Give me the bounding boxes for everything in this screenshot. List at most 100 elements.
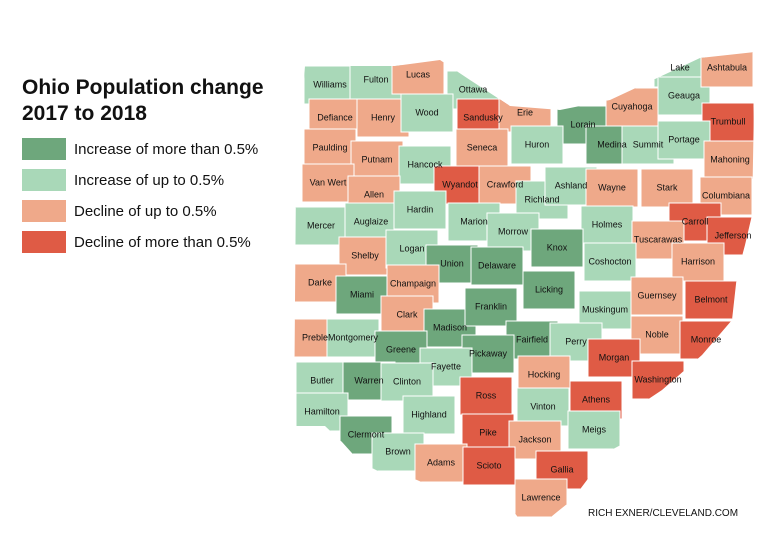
county-label: Lucas <box>406 69 431 79</box>
county-label: Licking <box>535 284 563 294</box>
county <box>380 362 434 402</box>
county-label: Clark <box>396 309 418 319</box>
county <box>303 65 357 105</box>
county-label: Clermont <box>348 429 385 439</box>
county <box>462 446 516 486</box>
county-label: Auglaize <box>354 216 389 226</box>
county-label: Morrow <box>498 226 529 236</box>
county-label: Erie <box>517 107 533 117</box>
county-label: Van Wert <box>310 177 347 187</box>
county <box>301 163 355 203</box>
county-label: Madison <box>433 322 467 332</box>
county-label: Logan <box>399 243 424 253</box>
county-label: Fairfield <box>516 334 548 344</box>
county-label: Hancock <box>407 159 443 169</box>
county-label: Adams <box>427 457 456 467</box>
county-label: Union <box>440 258 464 268</box>
county-label: Athens <box>582 394 611 404</box>
county-label: Williams <box>313 79 347 89</box>
county-label: Crawford <box>487 179 524 189</box>
county <box>455 128 509 168</box>
county-label: Paulding <box>312 142 347 152</box>
county-label: Putnam <box>361 154 392 164</box>
county-label: Miami <box>350 289 374 299</box>
county-label: Summit <box>633 139 664 149</box>
county-label: Wayne <box>598 182 626 192</box>
county-label: Coshocton <box>588 256 631 266</box>
county-label: Wyandot <box>442 179 478 189</box>
legend-label: Increase of more than 0.5% <box>74 141 258 158</box>
county-label: Monroe <box>691 334 722 344</box>
county <box>294 206 348 246</box>
county-label: Greene <box>386 344 416 354</box>
county-label: Pike <box>479 427 497 437</box>
county-label: Holmes <box>592 219 623 229</box>
title-line: Ohio Population change <box>22 76 264 99</box>
county <box>486 212 540 252</box>
county-label: Medina <box>597 139 627 149</box>
county-label: Ottawa <box>459 84 488 94</box>
title-line: 2017 to 2018 <box>22 102 147 125</box>
county-labels: Williams Fulton Lucas Ottawa Sandusky Erie Lor… <box>302 62 751 502</box>
county-label: Ashtabula <box>707 62 747 72</box>
county <box>700 52 754 88</box>
county-label: Clinton <box>393 376 421 386</box>
county-label: Wood <box>415 107 438 117</box>
county-label: Washington <box>634 374 681 384</box>
county <box>510 125 564 165</box>
county <box>402 395 456 435</box>
county <box>400 93 454 133</box>
county <box>640 168 694 208</box>
county-label: Muskingum <box>582 304 628 314</box>
county-label: Ashland <box>555 180 588 190</box>
county <box>516 387 570 427</box>
county-label: Ross <box>476 390 497 400</box>
county <box>567 410 621 450</box>
county-label: Perry <box>565 336 587 346</box>
county <box>335 275 389 315</box>
county-label: Allen <box>364 189 384 199</box>
county-label: Belmont <box>694 294 728 304</box>
county-label: Brown <box>385 446 411 456</box>
county <box>464 287 518 327</box>
county-label: Darke <box>308 277 332 287</box>
county-label: Portage <box>668 134 700 144</box>
county <box>630 276 684 316</box>
county-label: Cuyahoga <box>611 101 652 111</box>
county-label: Harrison <box>681 256 715 266</box>
county-label: Preble <box>302 332 328 342</box>
county-label: Hamilton <box>304 406 340 416</box>
county <box>356 98 410 138</box>
legend-swatch <box>22 169 66 191</box>
county-label: Defiance <box>317 112 353 122</box>
county-label: Carroll <box>682 216 709 226</box>
county-label: Pickaway <box>469 348 508 358</box>
county-label: Stark <box>656 182 678 192</box>
county-label: Delaware <box>478 260 516 270</box>
county-label: Mahoning <box>710 154 750 164</box>
county-label: Jefferson <box>715 230 752 240</box>
county <box>350 140 404 180</box>
county-label: Columbiana <box>702 190 750 200</box>
county-label: Marion <box>460 216 488 226</box>
county <box>580 205 634 245</box>
county-label: Highland <box>411 409 447 419</box>
credit: RICH EXNER/CLEVELAND.COM <box>588 508 738 519</box>
county-label: Geauga <box>668 90 700 100</box>
county <box>303 128 357 168</box>
county <box>587 338 641 378</box>
legend-label: Decline of up to 0.5% <box>74 203 217 220</box>
county <box>326 318 380 358</box>
county-label: Seneca <box>467 142 498 152</box>
county-label: Shelby <box>351 250 379 260</box>
county <box>461 413 515 453</box>
county <box>393 190 447 230</box>
county-label: Gallia <box>550 464 573 474</box>
county-label: Huron <box>525 139 550 149</box>
county-label: Vinton <box>530 401 555 411</box>
legend: Increase of more than 0.5% Increase of up… <box>22 138 258 253</box>
county-label: Champaign <box>390 278 436 288</box>
county-label: Montgomery <box>328 332 379 342</box>
county-label: Warren <box>354 375 383 385</box>
county-label: Scioto <box>476 460 501 470</box>
